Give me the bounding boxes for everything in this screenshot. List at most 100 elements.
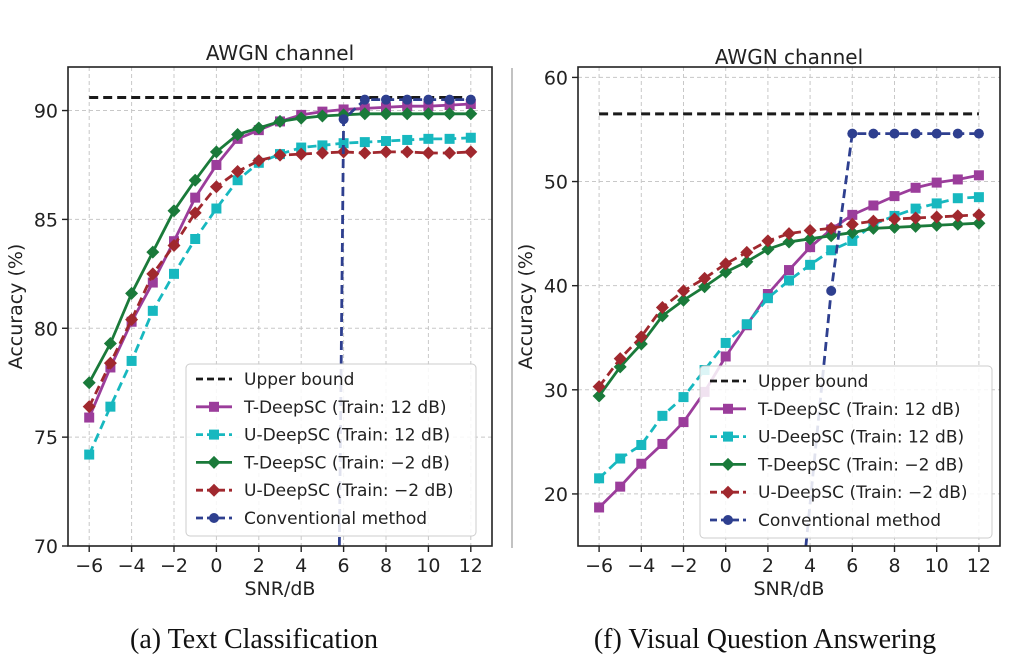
data-point — [826, 245, 837, 256]
data-point — [845, 226, 859, 240]
data-point — [209, 145, 223, 159]
data-point — [125, 286, 139, 300]
x-tick-label: 4 — [295, 555, 307, 577]
x-tick-label: −4 — [627, 555, 655, 577]
x-axis-label: SNR/dB — [754, 578, 825, 600]
data-point — [636, 458, 647, 469]
data-point — [167, 204, 181, 218]
data-point — [443, 107, 457, 121]
data-point — [103, 356, 117, 370]
data-point — [910, 182, 921, 193]
data-point — [167, 239, 181, 253]
data-point — [847, 209, 858, 220]
data-point — [381, 94, 391, 105]
data-point — [190, 192, 201, 203]
series-t-deepsc-train-12-db — [594, 170, 984, 513]
data-point — [866, 221, 880, 235]
data-point — [910, 128, 921, 139]
legend-marker — [723, 403, 733, 414]
legend-label: Conventional method — [758, 511, 941, 531]
legend-marker — [723, 431, 733, 442]
data-point — [784, 275, 794, 286]
data-point — [952, 128, 963, 139]
legend-box — [699, 365, 993, 539]
data-point — [84, 449, 95, 460]
data-point — [931, 198, 942, 209]
chart-title: AWGN channel — [715, 45, 863, 69]
legend-marker — [209, 429, 219, 440]
data-point — [443, 146, 457, 160]
legend-label: T-DeepSC (Train: −2 dB) — [243, 453, 450, 473]
data-point — [973, 128, 984, 139]
data-point — [315, 146, 329, 160]
data-point — [103, 337, 117, 351]
data-point — [231, 165, 245, 179]
legend-label: Conventional method — [244, 509, 427, 529]
chart-panel-visual-question-answering: −6 −4 −2 0 2 4 6 8 10 12 20 30 40 50 60 AWGN channel SNR… — [515, 45, 1001, 655]
data-point — [888, 220, 901, 234]
legend-box — [185, 363, 477, 537]
x-tick-label: 12 — [967, 555, 991, 577]
data-point — [188, 173, 202, 187]
legend-label: Upper bound — [758, 372, 868, 392]
data-point — [930, 210, 944, 224]
data-point — [615, 481, 626, 492]
legend-marker — [721, 485, 735, 499]
x-tick-label: 12 — [459, 555, 483, 577]
data-point — [826, 285, 837, 296]
data-point — [720, 351, 731, 362]
data-point — [338, 138, 349, 149]
plot-area — [82, 94, 478, 546]
x-tick-label: −6 — [585, 555, 613, 577]
legend-item: Upper bound — [710, 372, 868, 392]
data-point — [211, 203, 222, 214]
data-point — [379, 145, 393, 159]
data-point — [188, 206, 202, 220]
data-point — [359, 137, 370, 148]
series-u-deepsc-train-2-db — [592, 208, 986, 394]
legend-label: U-DeepSC (Train: −2 dB) — [758, 483, 968, 503]
x-tick-label: 8 — [380, 555, 392, 577]
chart-title: AWGN channel — [206, 41, 354, 65]
data-point — [169, 268, 179, 279]
data-point — [973, 192, 984, 203]
series-conventional-method — [804, 128, 984, 546]
data-point — [444, 100, 455, 111]
data-point — [400, 145, 414, 159]
legend-item: U-DeepSC (Train: −2 dB) — [196, 481, 454, 501]
data-point — [273, 114, 287, 128]
data-point — [803, 223, 817, 237]
y-tick-label: 75 — [34, 427, 58, 449]
legend-label: T-DeepSC (Train: 12 dB) — [243, 398, 447, 418]
data-point — [146, 245, 160, 259]
x-tick-label: 10 — [925, 555, 949, 577]
legend-item: T-DeepSC (Train: 12 dB) — [710, 400, 961, 420]
data-point — [741, 319, 752, 330]
legend-item: T-DeepSC (Train: −2 dB) — [196, 453, 450, 473]
x-tick-label: 8 — [888, 555, 900, 577]
data-point — [592, 380, 606, 394]
data-point — [803, 232, 817, 246]
data-point — [273, 148, 287, 162]
legend-label: T-DeepSC (Train: −2 dB) — [757, 455, 964, 475]
data-point — [952, 193, 963, 204]
data-point — [359, 94, 370, 105]
data-point — [125, 313, 139, 327]
data-point — [231, 127, 245, 141]
data-point — [824, 229, 838, 243]
data-point — [147, 305, 158, 316]
data-point — [402, 94, 413, 105]
x-axis-label: SNR/dB — [245, 578, 316, 600]
data-point — [147, 277, 158, 288]
series-line — [804, 132, 979, 546]
data-point — [82, 376, 96, 390]
data-point — [358, 146, 372, 160]
legend-item: U-DeepSC (Train: 12 dB) — [196, 426, 450, 446]
data-point — [782, 227, 796, 241]
data-point — [211, 159, 222, 170]
chart-panel-text-classification: −6 −4 −2 0 2 4 6 8 10 12 70 75 80 85 90 AWGN channel SNR… — [5, 41, 493, 655]
data-point — [421, 107, 435, 121]
data-point — [868, 200, 879, 211]
y-tick-label: 60 — [544, 67, 568, 89]
